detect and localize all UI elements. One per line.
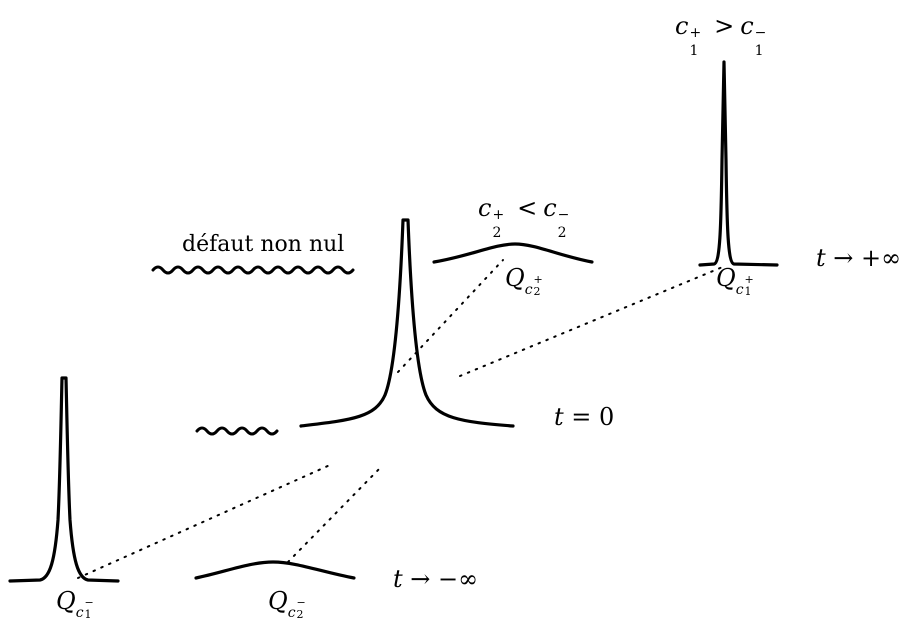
cond-c2-rhs-sub: 2 <box>557 225 567 241</box>
cond-c2-lhs-symbol: c <box>478 194 492 222</box>
connector-c2-plus <box>397 259 504 373</box>
q-c1-minus-c: c <box>75 605 84 621</box>
time-minus-infinity-label: t → −∞ <box>393 567 478 591</box>
cond-c2-lhs-sup: + <box>492 207 505 223</box>
connector-c1-plus <box>459 265 726 377</box>
q-c2-plus-sup: + <box>533 273 543 286</box>
time-plus-infinity-label: t → +∞ <box>816 246 901 270</box>
peak-center <box>299 218 515 428</box>
time-minus-t: t <box>393 565 403 593</box>
q-c2-minus-sup: − <box>296 596 306 609</box>
time-zero-eq: = <box>571 403 592 431</box>
bump-c2-plus <box>432 242 594 264</box>
cond-c1-operator: > <box>714 12 735 40</box>
time-zero-label: t = 0 <box>554 405 614 429</box>
time-minus-value: −∞ <box>438 565 479 593</box>
q-c1-plus-sub: 1 <box>744 285 752 298</box>
peak-c1-minus <box>8 376 120 583</box>
peak-c1-plus <box>698 60 779 267</box>
time-zero-value: 0 <box>599 403 615 431</box>
cond-c2-rhs-sup: − <box>557 207 570 223</box>
label-q-c2-plus: Qc + 2 <box>505 264 543 297</box>
condition-c2: c + 2 < c − 2 <box>478 194 570 240</box>
q-c2-minus-sub: 2 <box>296 608 304 621</box>
defect-label: défaut non nul <box>182 232 345 257</box>
q-c2-minus-c: c <box>287 605 296 621</box>
defect-wave-middle <box>195 426 279 436</box>
q-c2-minus-q: Q <box>268 587 288 615</box>
cond-c1-rhs-sup: − <box>754 25 767 41</box>
defect-wave-top <box>151 265 355 275</box>
q-c1-plus-c: c <box>735 282 744 298</box>
cond-c2-rhs-symbol: c <box>543 194 557 222</box>
connector-c2-minus <box>287 464 384 563</box>
q-c1-minus-sup: − <box>84 596 94 609</box>
q-c1-minus-sub: 1 <box>84 608 92 621</box>
q-c2-plus-c: c <box>524 282 533 298</box>
time-minus-arrow: → <box>410 565 431 593</box>
label-q-c2-minus: Qc − 2 <box>268 587 306 620</box>
q-c2-plus-sub: 2 <box>533 285 541 298</box>
connector-c1-minus <box>77 464 331 579</box>
time-plus-arrow: → <box>833 244 854 272</box>
cond-c2-operator: < <box>517 194 538 222</box>
time-plus-t: t <box>816 244 826 272</box>
time-plus-value: +∞ <box>861 244 902 272</box>
cond-c2-lhs-sub: 2 <box>492 225 502 241</box>
cond-c1-rhs-symbol: c <box>740 12 754 40</box>
q-c1-minus-q: Q <box>56 587 76 615</box>
q-c2-plus-q: Q <box>505 264 525 292</box>
time-zero-t: t <box>554 403 564 431</box>
q-c1-plus-q: Q <box>716 264 736 292</box>
cond-c1-rhs-sub: 1 <box>754 43 764 59</box>
cond-c1-lhs-sup: + <box>689 25 702 41</box>
cond-c1-lhs-symbol: c <box>675 12 689 40</box>
cond-c1-lhs-sub: 1 <box>689 43 699 59</box>
q-c1-plus-sup: + <box>744 273 754 286</box>
condition-c1: c + 1 > c − 1 <box>675 12 767 58</box>
label-q-c1-minus: Qc − 1 <box>56 587 94 620</box>
label-q-c1-plus: Qc + 1 <box>716 264 754 297</box>
bump-c2-minus <box>194 560 356 580</box>
